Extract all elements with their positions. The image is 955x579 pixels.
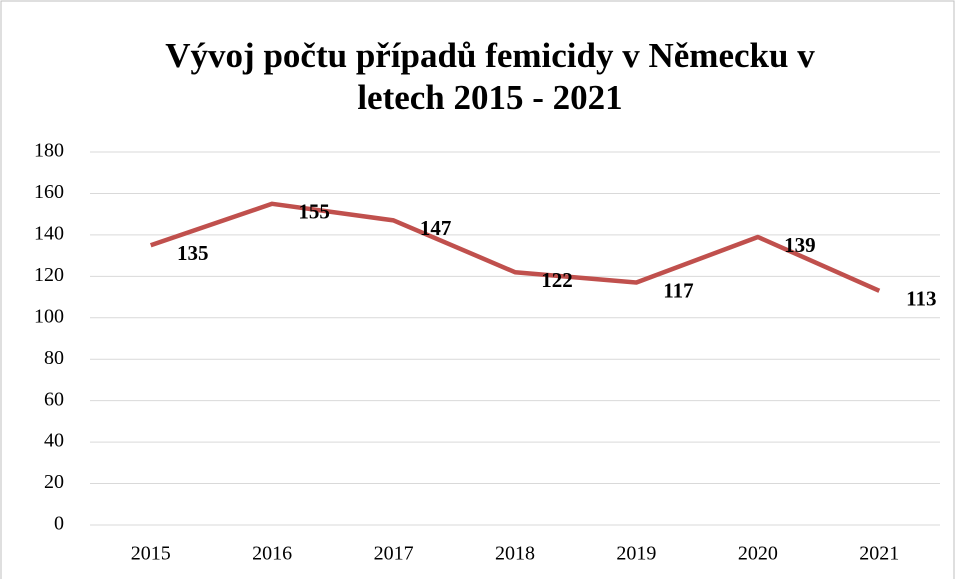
chart-title: Vývoj počtu případů femicidy v Německu v (165, 36, 815, 75)
x-tick-label: 2018 (495, 543, 535, 565)
y-tick-label: 20 (44, 471, 64, 493)
y-tick-label: 80 (44, 347, 64, 369)
x-tick-label: 2020 (738, 543, 778, 565)
data-label: 113 (906, 287, 936, 311)
y-tick-label: 40 (44, 430, 64, 452)
data-label: 147 (420, 216, 452, 240)
x-tick-label: 2021 (859, 543, 899, 565)
data-label: 122 (541, 268, 573, 292)
y-tick-label: 160 (34, 181, 64, 203)
y-tick-label: 100 (34, 305, 64, 327)
y-tick-label: 120 (34, 264, 64, 286)
x-tick-label: 2015 (131, 543, 171, 565)
y-tick-label: 180 (34, 140, 64, 162)
data-label: 139 (784, 233, 816, 257)
y-tick-label: 60 (44, 388, 64, 410)
x-tick-label: 2016 (252, 543, 292, 565)
chart-title: letech 2015 - 2021 (357, 78, 622, 117)
y-tick-label: 0 (54, 513, 64, 535)
x-tick-label: 2017 (374, 543, 414, 565)
x-tick-label: 2019 (616, 543, 656, 565)
data-label: 135 (177, 241, 209, 265)
line-series (149, 201, 881, 293)
data-label: 117 (663, 278, 693, 302)
data-label: 155 (298, 200, 330, 224)
y-tick-label: 140 (34, 222, 64, 244)
